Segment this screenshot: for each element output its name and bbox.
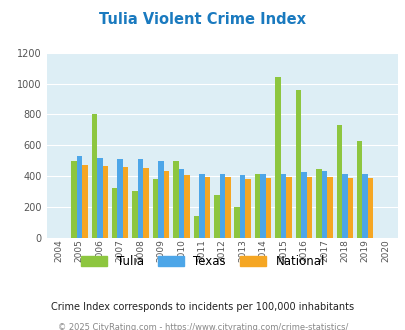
Bar: [77, 156, 82, 238]
Bar: [321, 171, 326, 238]
Text: Tulia Violent Crime Index: Tulia Violent Crime Index: [99, 12, 306, 26]
Text: © 2025 CityRating.com - https://www.cityrating.com/crime-statistics/: © 2025 CityRating.com - https://www.city…: [58, 323, 347, 330]
Bar: [260, 175, 265, 238]
Bar: [234, 207, 239, 238]
Bar: [245, 179, 250, 238]
Bar: [112, 188, 117, 238]
Bar: [356, 141, 362, 238]
Bar: [326, 177, 332, 238]
Bar: [71, 161, 77, 238]
Bar: [295, 90, 301, 238]
Bar: [286, 177, 291, 238]
Bar: [239, 175, 245, 238]
Bar: [138, 159, 143, 238]
Bar: [315, 169, 321, 238]
Bar: [341, 174, 347, 238]
Bar: [158, 161, 163, 238]
Bar: [362, 174, 367, 238]
Bar: [301, 172, 306, 238]
Bar: [367, 178, 373, 238]
Bar: [280, 175, 286, 238]
Bar: [143, 168, 149, 238]
Bar: [193, 216, 198, 238]
Bar: [91, 115, 97, 238]
Bar: [275, 78, 280, 238]
Bar: [254, 175, 260, 238]
Bar: [178, 169, 184, 238]
Bar: [198, 175, 204, 238]
Bar: [82, 165, 87, 238]
Bar: [184, 175, 189, 238]
Bar: [173, 161, 178, 238]
Bar: [219, 175, 224, 238]
Bar: [347, 178, 352, 238]
Legend: Tulia, Texas, National: Tulia, Texas, National: [76, 250, 329, 273]
Bar: [204, 177, 210, 238]
Bar: [123, 167, 128, 238]
Bar: [152, 179, 158, 238]
Bar: [117, 159, 123, 238]
Bar: [336, 125, 341, 238]
Bar: [97, 157, 102, 238]
Bar: [224, 177, 230, 238]
Bar: [265, 178, 271, 238]
Bar: [163, 171, 169, 238]
Text: Crime Index corresponds to incidents per 100,000 inhabitants: Crime Index corresponds to incidents per…: [51, 302, 354, 312]
Bar: [132, 191, 138, 238]
Bar: [102, 166, 108, 238]
Bar: [213, 195, 219, 238]
Bar: [306, 177, 311, 238]
